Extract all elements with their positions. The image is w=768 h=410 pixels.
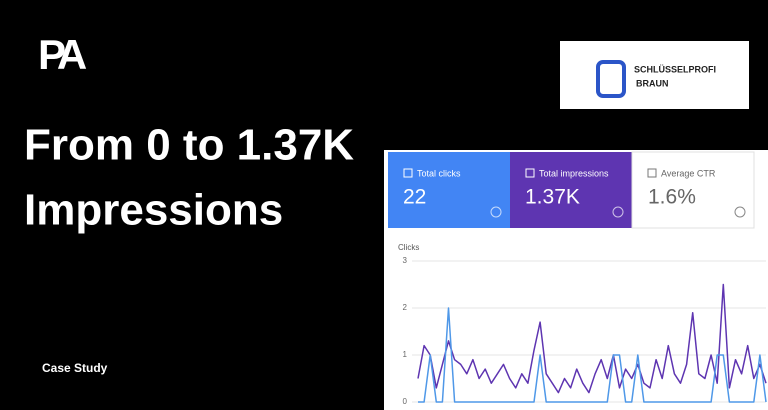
help-icon[interactable] bbox=[734, 206, 746, 218]
client-logo-text: SCHLÜSSELPROFI bbox=[634, 64, 716, 74]
y-tick-label: 1 bbox=[403, 350, 408, 359]
metric-label: Total clicks bbox=[417, 168, 461, 178]
client-logo-icon bbox=[596, 60, 626, 98]
client-logo-text: BRAUN bbox=[636, 78, 669, 88]
series-line bbox=[418, 307, 767, 403]
y-tick-label: 0 bbox=[403, 397, 408, 406]
checkbox[interactable] bbox=[647, 168, 657, 178]
metric-card bbox=[631, 151, 755, 229]
client-logo-box bbox=[560, 41, 749, 109]
metric-value: 1.37K bbox=[525, 186, 580, 209]
checkbox[interactable] bbox=[403, 168, 413, 178]
metric-label: Total impressions bbox=[539, 168, 609, 178]
headline: From 0 to 1.37K bbox=[24, 121, 354, 170]
brand-logo: PA bbox=[38, 31, 87, 78]
y-axis-label: Clicks bbox=[398, 243, 419, 252]
metric-card bbox=[388, 152, 510, 228]
help-icon[interactable] bbox=[490, 206, 502, 218]
headline: Impressions bbox=[24, 186, 283, 235]
metric-label: Average CTR bbox=[661, 168, 716, 178]
metric-value: 22 bbox=[403, 186, 426, 209]
y-tick-label: 2 bbox=[403, 303, 408, 312]
checkbox[interactable] bbox=[525, 168, 535, 178]
metric-value: 1.6% bbox=[648, 186, 696, 209]
y-tick-label: 3 bbox=[403, 256, 408, 265]
series-line bbox=[417, 283, 767, 394]
metric-card bbox=[510, 152, 632, 228]
help-icon[interactable] bbox=[612, 206, 624, 218]
case-study-label: Case Study bbox=[42, 361, 108, 375]
